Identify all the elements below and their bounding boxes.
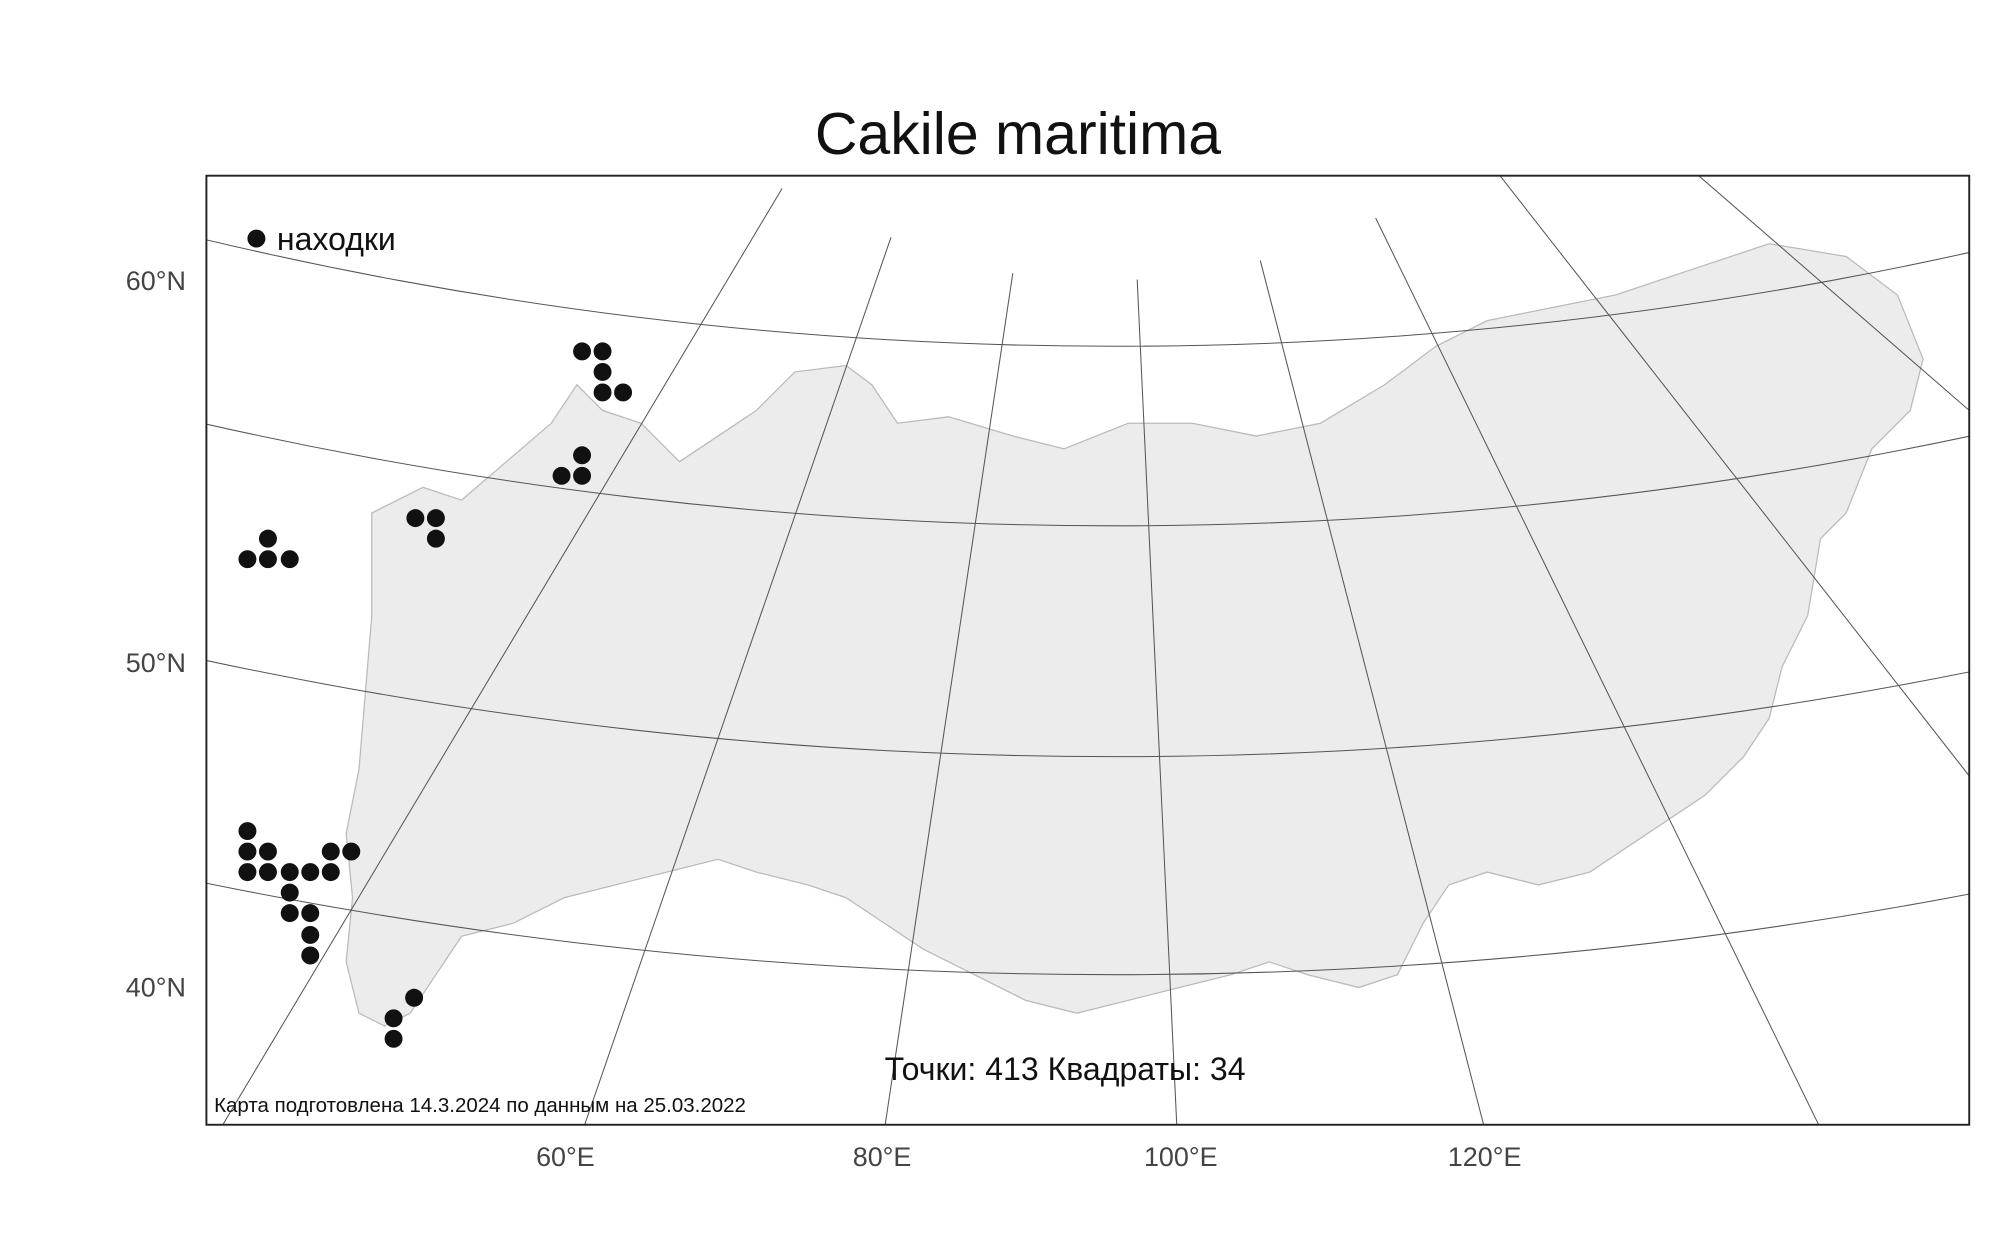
stats-value: 34	[1210, 1051, 1246, 1087]
finding-dot	[301, 946, 320, 965]
finding-dot	[238, 863, 257, 882]
lon-label: 100°E	[1144, 1142, 1218, 1172]
finding-dot	[238, 842, 257, 861]
legend-marker	[247, 229, 266, 248]
footer: Карта подготовлена 14.3.2024 по данным н…	[214, 1094, 746, 1117]
finding-dot	[280, 863, 299, 882]
lon-label: 120°E	[1448, 1142, 1522, 1172]
lat-label: 50°N	[126, 648, 186, 678]
finding-dot	[321, 842, 340, 861]
finding-dot	[280, 883, 299, 902]
finding-dot	[384, 1029, 403, 1048]
lon-label: 80°E	[853, 1142, 912, 1172]
findings	[238, 342, 633, 1048]
finding-dot	[301, 904, 320, 923]
finding-dot	[301, 925, 320, 944]
finding-dot	[593, 383, 612, 402]
finding-dot	[280, 550, 299, 569]
finding-dot	[405, 988, 424, 1007]
finding-dot	[238, 822, 257, 841]
finding-dot	[573, 342, 592, 361]
finding-dot	[258, 529, 277, 548]
lat-label: 60°N	[126, 266, 186, 296]
finding-dot	[593, 342, 612, 361]
stats-label: Квадраты:	[1048, 1051, 1201, 1087]
legend-label: находки	[277, 221, 396, 257]
frame	[205, 174, 1971, 1126]
finding-dot	[552, 466, 571, 485]
stats-value: 413	[985, 1051, 1038, 1087]
lon-label: 60°E	[536, 1142, 595, 1172]
finding-dot	[406, 509, 425, 528]
stats: Точки: 413 Квадраты: 34	[885, 1051, 1246, 1087]
finding-dot	[258, 863, 277, 882]
finding-dot	[614, 383, 633, 402]
finding-dot	[258, 842, 277, 861]
finding-dot	[426, 529, 445, 548]
finding-dot	[426, 509, 445, 528]
finding-dot	[280, 904, 299, 923]
land	[345, 243, 1924, 1027]
finding-dot	[573, 446, 592, 465]
finding-dot	[321, 863, 340, 882]
finding-dot	[384, 1009, 403, 1028]
finding-dot	[238, 550, 257, 569]
finding-dot	[573, 466, 592, 485]
title: Cakile maritima	[815, 102, 1221, 167]
finding-dot	[301, 863, 320, 882]
finding-dot	[258, 550, 277, 569]
finding-dot	[593, 362, 612, 381]
lat-label: 40°N	[126, 972, 186, 1002]
stats-label: Точки:	[885, 1051, 977, 1087]
finding-dot	[342, 842, 361, 861]
